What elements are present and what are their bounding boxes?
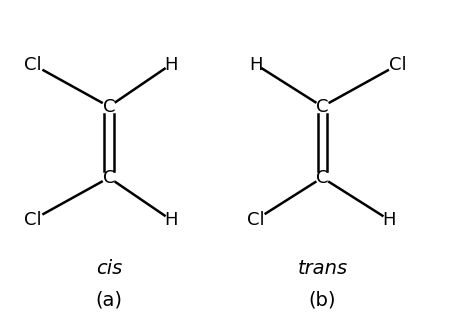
Text: Cl: Cl: [24, 56, 42, 74]
Text: (b): (b): [309, 291, 336, 310]
Text: C: C: [316, 169, 328, 187]
Text: C: C: [316, 98, 328, 116]
Text: H: H: [164, 211, 177, 229]
Text: H: H: [164, 56, 177, 74]
Text: (a): (a): [96, 291, 122, 310]
Text: H: H: [382, 211, 395, 229]
Text: Cl: Cl: [389, 56, 407, 74]
Text: C: C: [103, 169, 115, 187]
Text: Cl: Cl: [24, 211, 42, 229]
Text: cis: cis: [96, 259, 122, 277]
Text: C: C: [103, 98, 115, 116]
Text: trans: trans: [297, 259, 347, 277]
Text: Cl: Cl: [247, 211, 265, 229]
Text: H: H: [249, 56, 263, 74]
